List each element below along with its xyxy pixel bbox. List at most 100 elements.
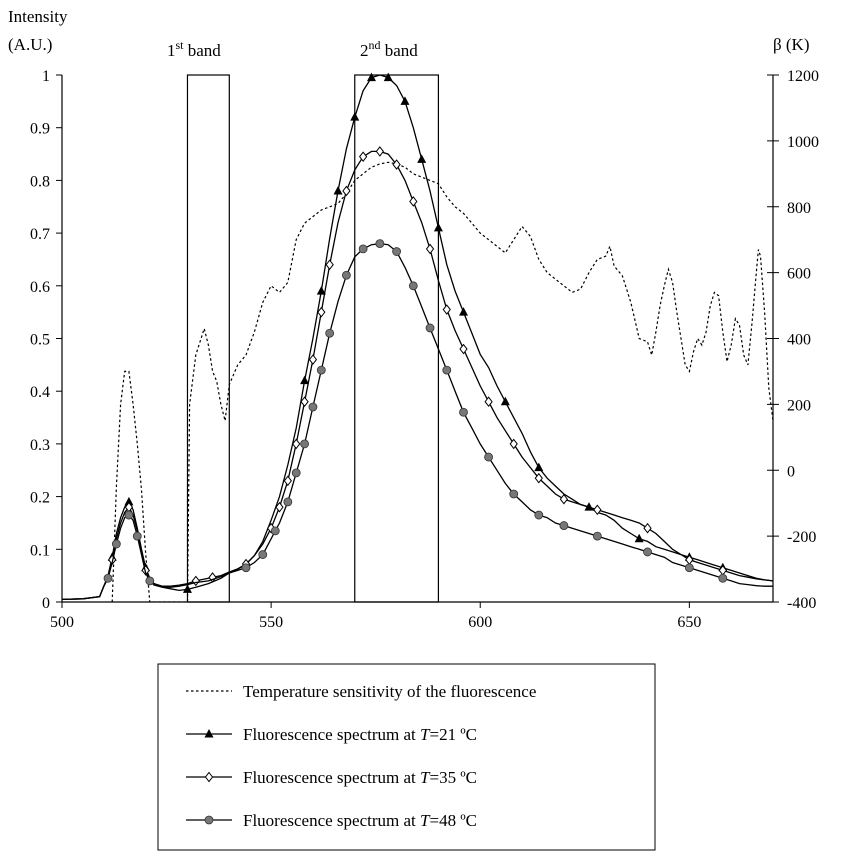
series-4-marker (718, 573, 728, 583)
series-2-marker (500, 396, 510, 406)
y-left-tick-label: 1 (42, 68, 50, 85)
axes: 500 550 600 650 0 0.1 0.2 0.3 0.4 0.5 0.6 0.7 0.8 0.9… (30, 68, 819, 631)
legend-label-4: Fluorescence spectrum at T=48 ºC (243, 811, 477, 830)
y-left-title-line1: Intensity (8, 7, 68, 26)
y-left-tick-label: 0.8 (30, 173, 50, 190)
series-4-marker (241, 563, 251, 573)
x-tick-label: 600 (468, 614, 492, 631)
series-2-marker (433, 222, 443, 232)
series-3-marker (593, 504, 602, 516)
series-4-marker (300, 439, 309, 449)
x-tick-label: 500 (50, 614, 74, 631)
series-4-marker (534, 510, 544, 520)
series-3-marker (409, 196, 418, 207)
series-4-marker (392, 247, 401, 256)
y-left-tick-label: 0.4 (30, 384, 50, 401)
series-3-marker (375, 146, 384, 157)
series-3-marker (425, 243, 435, 255)
series-2-marker (634, 533, 644, 543)
series-2-marker (182, 584, 192, 593)
series-2-marker (417, 154, 427, 163)
series-3-marker (534, 472, 543, 484)
series-4-marker (283, 497, 293, 507)
series-4-marker (316, 365, 326, 375)
series-4-marker (559, 521, 569, 530)
y-right-title: β (K) (773, 35, 810, 54)
band-1-rect (186, 74, 230, 603)
series-4-marker (425, 323, 435, 333)
series-4-marker (341, 270, 351, 280)
series-4-marker (132, 531, 142, 541)
series-4-marker (442, 365, 452, 375)
series-3-line (62, 150, 773, 601)
series-3-marker (308, 354, 318, 365)
series-2-marker (333, 185, 343, 195)
y-left-tick-label: 0.2 (30, 490, 50, 507)
x-tick-label: 550 (259, 614, 283, 631)
y-left-tick-label: 0.3 (30, 437, 50, 454)
series-4-marker (308, 402, 318, 412)
y-left-tick-label: 0 (42, 595, 50, 612)
series-4-marker (592, 531, 602, 541)
series-3-marker (292, 438, 301, 450)
series-2-marker (534, 462, 544, 472)
series-4-marker (459, 407, 468, 417)
series-4-marker (258, 550, 268, 559)
legend-marker-3 (204, 771, 214, 783)
series-4-marker (291, 468, 301, 478)
legend: Temperature sensitivity of the fluoresce… (186, 682, 536, 830)
series-4-marker (124, 510, 134, 520)
x-tick-label: 650 (677, 614, 701, 631)
series-4-marker (375, 239, 385, 249)
legend-marker-2 (204, 729, 214, 738)
series-4-marker (270, 526, 280, 536)
y-left-tick-label: 0.9 (30, 121, 50, 138)
y-right-tick-label: 1000 (787, 134, 819, 151)
series-4-marker (145, 576, 155, 586)
series-3-marker (459, 343, 468, 355)
y-left-tick-label: 0.7 (30, 226, 50, 243)
series-2-marker (400, 96, 410, 105)
series-3-marker (358, 151, 368, 162)
y-right-tick-label: 200 (787, 397, 811, 414)
y-right-tick-label: 1200 (787, 68, 819, 85)
series-3-marker (643, 522, 652, 534)
y-right-tick-label: -200 (787, 529, 816, 546)
series-3-marker (342, 185, 351, 197)
series-4-marker (358, 244, 368, 254)
series-2-marker (124, 496, 134, 506)
legend-label-2: Fluorescence spectrum at T=21 ºC (243, 725, 477, 744)
band-1-label: 1st band (167, 38, 221, 60)
band-2-label: 2nd band (360, 38, 418, 60)
series-4-marker (509, 489, 519, 499)
y-left-title-line2: (A.U.) (8, 35, 52, 54)
series-3-marker (442, 304, 451, 315)
series-3-marker (283, 475, 292, 487)
legend-marker-4 (204, 815, 214, 825)
series-3-marker (392, 159, 401, 170)
y-right-tick-label: 600 (787, 266, 811, 283)
series-3-marker (509, 438, 518, 450)
series-4-line (62, 242, 773, 601)
plot-area (62, 72, 773, 603)
series-3-marker (300, 396, 309, 408)
series-3-marker (317, 306, 326, 318)
series-3-marker (559, 493, 569, 505)
y-left-tick-label: 0.5 (30, 332, 50, 349)
legend-label-1: Temperature sensitivity of the fluoresce… (243, 682, 536, 701)
series-2-line (62, 74, 773, 601)
series-2-marker (350, 112, 360, 121)
series-4-marker (325, 328, 335, 338)
series-2-marker (383, 72, 393, 82)
y-left-tick-label: 0.1 (30, 542, 50, 559)
y-right-tick-label: -400 (787, 595, 816, 612)
series-3-marker (191, 575, 200, 587)
series-3-marker (484, 396, 493, 408)
series-2-marker (366, 72, 376, 82)
series-4-marker (684, 563, 694, 573)
series-2-marker (300, 375, 310, 385)
series-2-marker (459, 307, 469, 316)
y-left-tick-label: 0.6 (30, 279, 50, 296)
series-3-marker (275, 501, 284, 513)
